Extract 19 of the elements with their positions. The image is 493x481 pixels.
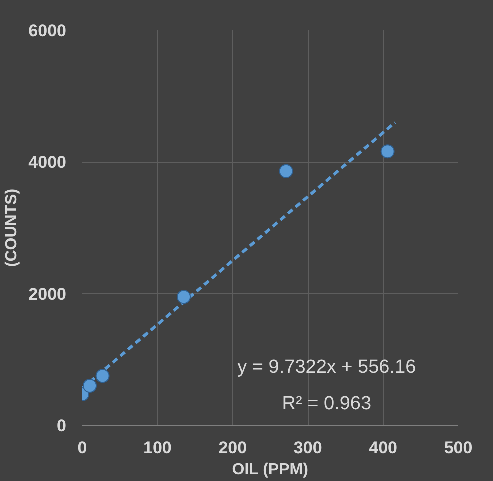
x-tick-label: 100 — [144, 438, 172, 458]
y-tick-label: 6000 — [28, 22, 67, 40]
y-tick-label: 2000 — [28, 284, 67, 304]
point — [177, 290, 192, 304]
x-tick-label: 200 — [218, 438, 248, 458]
y-tick-label: 0 — [57, 416, 67, 436]
point — [96, 369, 110, 384]
x-tick-label: 0 — [78, 438, 88, 458]
point — [279, 164, 294, 178]
point — [83, 379, 98, 393]
y-tick-label: 4000 — [28, 153, 67, 172]
point — [380, 144, 395, 159]
x-tick-label: 500 — [444, 438, 473, 458]
x-tick-label: 400 — [369, 438, 398, 458]
x-axis-title: OIL (PPM) — [232, 462, 308, 478]
annotation: y = 9.7322x + 556.16 — [238, 356, 416, 378]
annotation: R² = 0.963 — [282, 394, 372, 415]
x-tick-label: 300 — [294, 438, 322, 458]
y-axis-title: (COUNTS) — [4, 188, 21, 268]
